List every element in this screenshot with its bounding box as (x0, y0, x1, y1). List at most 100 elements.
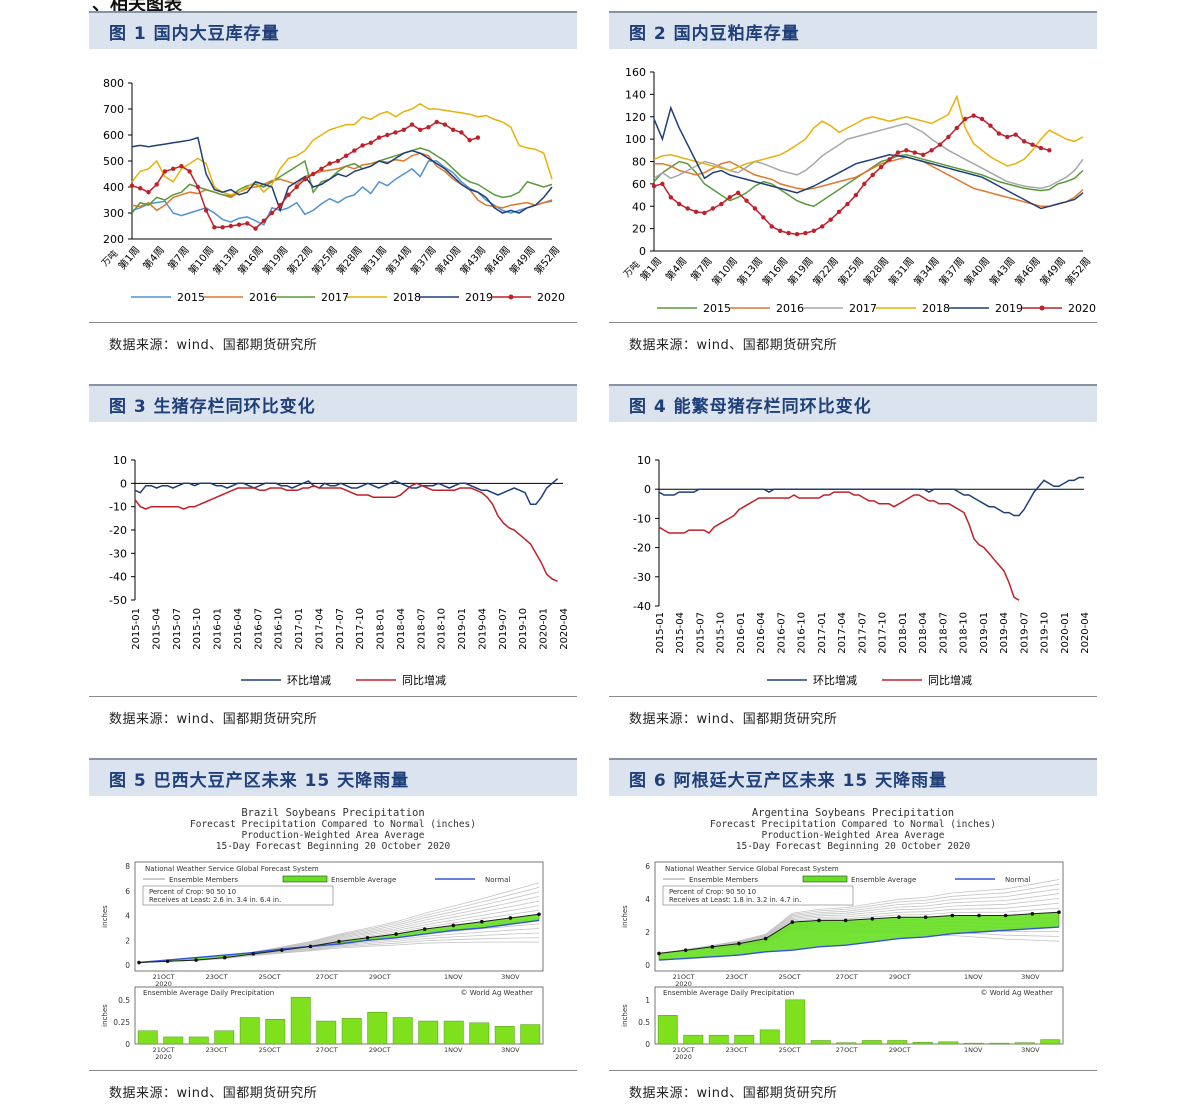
fig2-series-point (710, 206, 716, 211)
fig6-title-line: Forecast Precipitation Compared to Norma… (710, 819, 996, 830)
fig2-series-point (937, 142, 943, 147)
fig5-daily-bar (469, 1022, 490, 1045)
fig5-daily-bar (367, 1011, 388, 1045)
fig5-average-point (251, 952, 256, 956)
fig6-average-point (843, 918, 848, 923)
fig6-bottom-date-label: 21OCT (673, 1046, 695, 1054)
fig1-series-point (426, 125, 431, 130)
fig1-series-line-2020 (131, 121, 479, 230)
fig5-top-date-label: 25OCT (259, 973, 281, 981)
fig4-x-tick-label: 2017-07 (857, 612, 868, 654)
fig5-daily-bar (494, 1026, 515, 1045)
fig5-percent-box (142, 885, 334, 906)
fig1-series-point (475, 135, 481, 140)
fig1-series-point (459, 130, 464, 135)
fig3-legend-label: 环比增减 (287, 673, 331, 687)
fig6-daily-bar (759, 1029, 780, 1045)
fig6-bottom-date-label: 29OCT (889, 1046, 911, 1054)
fig4-x-tick-label: 2019-07 (1019, 612, 1030, 654)
fig4-y-tick-label: -30 (633, 571, 651, 584)
fig1-series-point (245, 221, 250, 226)
fig6-average-point (710, 945, 715, 949)
fig5-daily-bar (316, 1020, 337, 1045)
fig3-series-line-同比增减 (134, 482, 558, 582)
fig2-series-point (752, 206, 758, 211)
fig3-y-tick-label: -40 (109, 571, 127, 584)
fig5-daily-bar (214, 1030, 235, 1045)
fig2-legend-label: 2019 (995, 302, 1023, 315)
fig3-x-tick-label: 2018-07 (416, 608, 427, 650)
fig5-daily-bar (341, 1018, 362, 1045)
fig2-series-point (878, 164, 884, 170)
fig2-x-tick-label: 第16周 (759, 255, 790, 288)
fig3-x-tick-label: 2015-10 (192, 608, 203, 650)
fig6-average-point (977, 913, 981, 918)
fig6-average-point (657, 951, 661, 956)
fig1-y-tick-label: 200 (103, 233, 124, 246)
fig5-average-label: Ensemble Average (331, 876, 396, 884)
fig2-series-point (803, 230, 808, 236)
fig4-y-tick-label: -10 (633, 512, 651, 525)
fig5-top-date-label: 23OCT (206, 973, 228, 981)
fig2-legend-label: 2015 (703, 302, 731, 315)
fig2-series-point (853, 192, 859, 198)
fig6-daily-bar (938, 1041, 959, 1045)
fig6-daily-bar (836, 1042, 857, 1045)
fig5-bottom-y-tick-label: 0.25 (113, 1018, 130, 1027)
fig2-series-point (862, 181, 867, 187)
fig5-top-date-label: 3NOV (501, 973, 520, 981)
fig6-daily-bar (989, 1042, 1010, 1045)
fig6-daily-bar (683, 1034, 704, 1045)
fig4-y-tick-label: -40 (633, 600, 651, 613)
fig6-bottom-date-label: 25OCT (779, 1046, 801, 1054)
fig2-y-tick-label: 0 (639, 245, 646, 258)
fig5-bottom-date-label: 3NOV (501, 1046, 520, 1054)
fig4-x-tick-label: 2019-10 (1040, 612, 1051, 654)
fig1-x-tick-label: 第52周 (531, 244, 562, 277)
fig2-legend-label: 2017 (849, 302, 877, 315)
fig5-system-label: National Weather Service Global Forecast… (145, 865, 319, 873)
fig1-series-point (310, 171, 316, 177)
fig1-series-point (195, 184, 201, 190)
fig6-top-date-label: 1NOV (964, 973, 983, 981)
fig2-y-tick-label: 140 (625, 88, 646, 101)
fig6-average-point (923, 915, 928, 919)
figure-5-title: 图 5 巴西大豆产区未来 15 天降雨量 (89, 758, 577, 796)
fig4-x-tick-label: 2017-04 (837, 612, 848, 654)
fig6-daily-bar (912, 1041, 933, 1045)
fig1-series-point (385, 132, 390, 138)
fig3-y-tick-label: 10 (113, 454, 127, 467)
fig3-legend-label: 同比增减 (402, 673, 446, 687)
fig6-top-y-tick-label: 6 (645, 862, 650, 871)
fig5-top-y-tick-label: 6 (125, 887, 130, 896)
fig3-y-tick-label: -50 (109, 594, 127, 607)
fig2-series-point (719, 201, 724, 207)
figure-6-source: 数据来源：wind、国都期货研究所 (609, 1070, 1097, 1111)
fig1-series-point (409, 122, 415, 127)
fig2-series-point (769, 224, 774, 229)
fig6-average-point (870, 917, 875, 921)
fig6-top-date-label: 29OCT (889, 973, 911, 981)
fig5-bottom-date-label: 27OCT (316, 1046, 338, 1054)
fig5-average-point (165, 959, 170, 964)
fig2-series-point (979, 116, 985, 122)
fig6-bottom-y-tick-label: 0.5 (638, 1018, 650, 1027)
fig1-series-line-2016 (131, 152, 553, 212)
fig5-members-label: Ensemble Members (169, 876, 238, 884)
fig5-daily-bar (520, 1024, 541, 1045)
fig6-average-label: Ensemble Average (851, 876, 916, 884)
fig2-x-tick-label: 第46周 (1012, 255, 1043, 288)
fig2-x-tick-label: 第13周 (734, 255, 765, 288)
fig2-series-point (693, 209, 699, 215)
fig1-legend-label: 2018 (393, 291, 421, 304)
fig5-average-point (365, 935, 370, 940)
fig2-x-tick-label: 第10周 (709, 255, 740, 288)
fig2-series-point (929, 148, 934, 153)
fig1-series-point (319, 166, 324, 171)
fig1-y-tick-label: 600 (103, 129, 124, 142)
fig6-daily-bar (657, 1015, 678, 1045)
fig2-legend-label: 2016 (776, 302, 804, 315)
fig6-top-y-tick-label: 0 (645, 961, 650, 970)
fig2-y-tick-label: 40 (632, 200, 646, 213)
